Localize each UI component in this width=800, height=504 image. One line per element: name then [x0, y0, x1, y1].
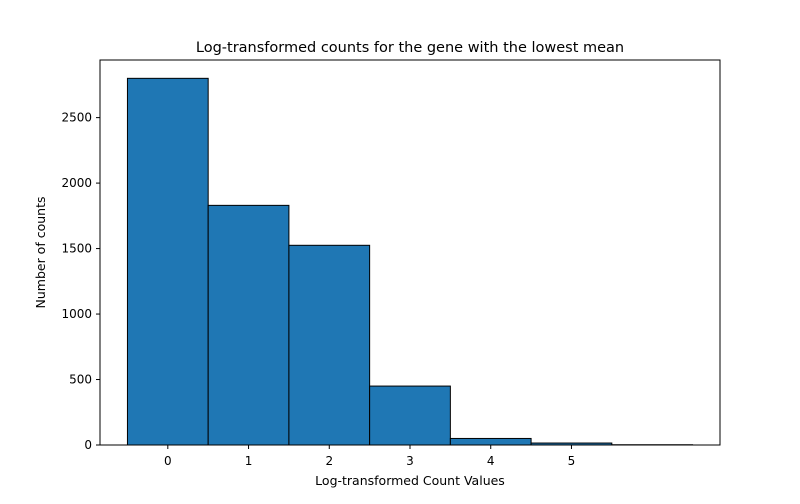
x-axis: 0 1 2 3 4 5 — [164, 445, 575, 468]
chart-title: Log-transformed counts for the gene with… — [196, 40, 624, 56]
y-tick-label: 2500 — [61, 111, 92, 125]
y-tick-label: 2000 — [61, 176, 92, 190]
x-tick-label: 0 — [164, 454, 172, 468]
bars-layer — [127, 78, 692, 445]
y-tick-label: 500 — [69, 373, 92, 387]
x-tick-label: 4 — [487, 454, 495, 468]
y-tick-label: 1000 — [61, 307, 92, 321]
x-tick-label: 1 — [245, 454, 253, 468]
histogram-bar — [289, 245, 370, 445]
histogram-bar — [450, 438, 531, 445]
histogram-bar — [127, 78, 208, 445]
y-axis: 0 500 1000 1500 2000 2500 — [61, 111, 100, 452]
x-tick-label: 5 — [568, 454, 576, 468]
x-tick-label: 2 — [325, 454, 333, 468]
y-tick-label: 1500 — [61, 242, 92, 256]
histogram-bar — [208, 205, 289, 445]
histogram-bar — [370, 386, 451, 445]
y-tick-label: 0 — [84, 438, 92, 452]
y-axis-label: Number of counts — [33, 197, 48, 309]
x-axis-label: Log-transformed Count Values — [315, 473, 505, 488]
x-tick-label: 3 — [406, 454, 414, 468]
